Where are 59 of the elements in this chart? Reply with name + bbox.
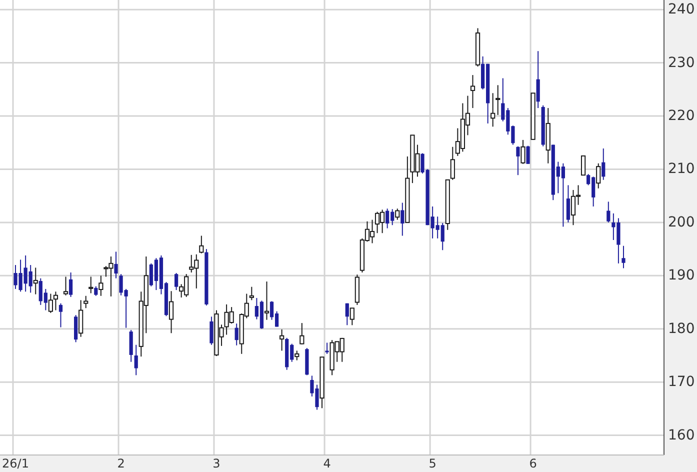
candlestick <box>345 302 349 326</box>
candlestick <box>98 275 104 296</box>
candlestick <box>199 235 204 254</box>
y-tick-label: 230 <box>668 54 695 71</box>
candlestick <box>88 276 94 294</box>
y-tick-label: 220 <box>668 108 695 124</box>
candlestick <box>63 276 68 296</box>
candlestick <box>622 245 626 269</box>
candlestick <box>496 84 500 116</box>
candlestick <box>516 146 520 176</box>
candlestick <box>596 162 601 189</box>
candlestick <box>68 272 73 298</box>
y-tick-label: 210 <box>668 161 695 178</box>
candlestick <box>280 328 284 352</box>
candlestick <box>74 314 78 343</box>
candlestick <box>168 290 174 334</box>
candlestick <box>249 286 254 301</box>
x-tick-label: 2 <box>117 456 125 470</box>
candlestick <box>53 291 58 311</box>
x-tick-label: 6 <box>529 456 537 470</box>
candlestick <box>94 286 98 296</box>
candlestick <box>134 344 138 376</box>
candlestick <box>33 267 38 295</box>
candlestick <box>84 295 88 309</box>
candlestick <box>48 293 53 314</box>
y-tick-label: 200 <box>668 214 695 230</box>
candlestick <box>526 145 530 164</box>
y-tick-label: 170 <box>668 374 695 390</box>
candlestick <box>566 184 570 223</box>
candlestick <box>580 155 586 176</box>
candlestick <box>350 308 354 326</box>
y-tick-label: 240 <box>668 2 695 18</box>
candlestick <box>58 302 63 328</box>
candlestick <box>470 74 476 109</box>
x-tick-label: 5 <box>428 456 436 470</box>
candlestick <box>174 272 178 291</box>
y-tick-label: 160 <box>668 427 695 444</box>
candlestick <box>400 202 404 236</box>
candlestick <box>520 139 526 164</box>
candlestick <box>606 201 610 223</box>
candlestick <box>300 322 304 345</box>
x-tick-label: 26/1 <box>2 456 29 470</box>
candlestick <box>536 50 540 109</box>
x-tick-label: 4 <box>323 456 331 470</box>
candlestick <box>294 350 300 361</box>
candlestick <box>210 316 214 346</box>
y-tick-label: 180 <box>668 320 695 337</box>
candlestick <box>490 92 496 128</box>
candlestick <box>450 146 455 180</box>
candlestick <box>129 329 133 362</box>
candlestick <box>264 281 270 320</box>
candlestick <box>234 323 238 346</box>
x-tick-label: 3 <box>212 456 220 470</box>
candlestick <box>114 251 118 279</box>
candlestick <box>78 300 84 338</box>
candlestick <box>325 342 329 354</box>
candlestick <box>395 208 400 220</box>
y-tick-label: 190 <box>668 268 695 284</box>
candlestick <box>602 148 606 180</box>
